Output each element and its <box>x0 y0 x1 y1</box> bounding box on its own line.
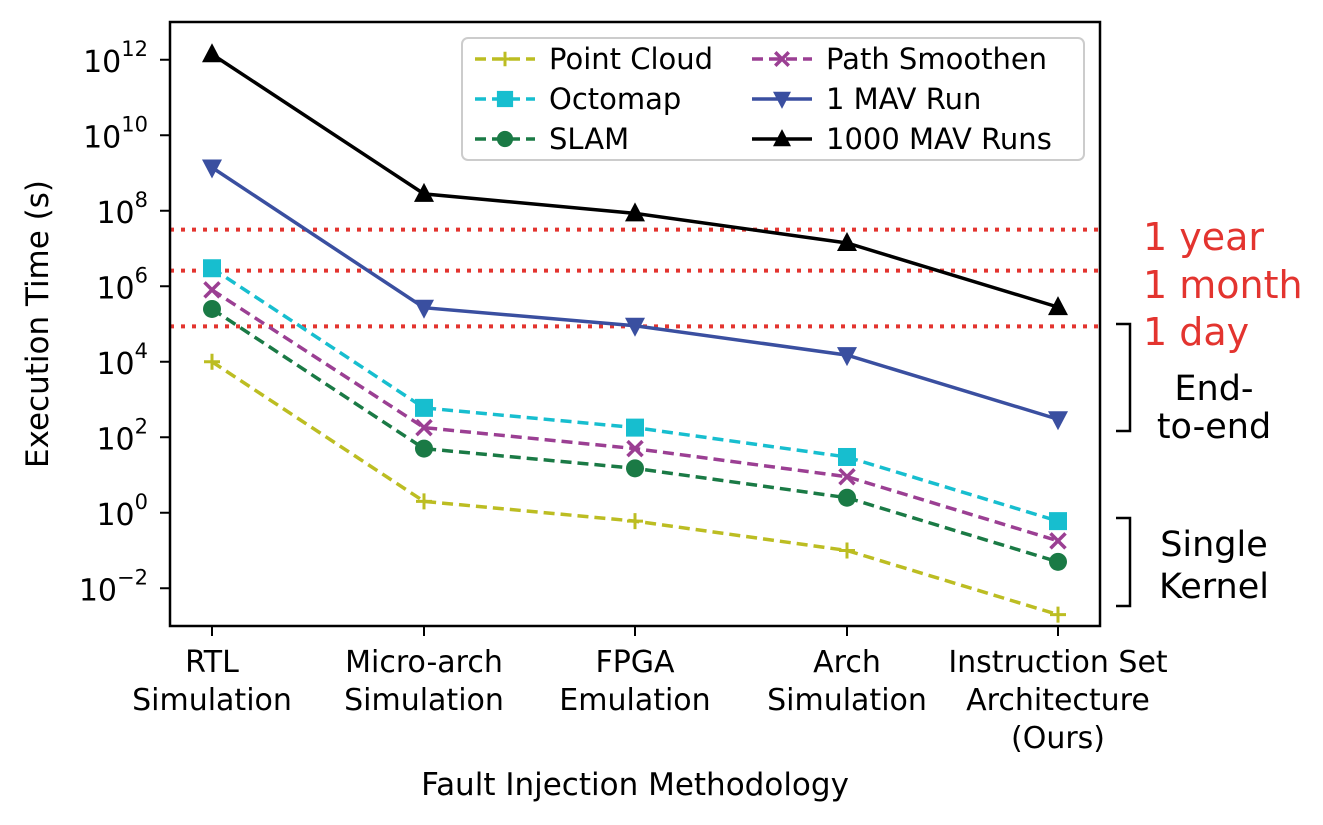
group-label-1-1: Kernel <box>1159 567 1269 607</box>
legend-marker-2 <box>496 130 514 148</box>
data-point-2-1 <box>415 439 433 458</box>
data-point-5-1 <box>414 182 434 202</box>
data-point-5-0 <box>202 43 222 63</box>
x-tick-label-4-2: (Ours) <box>1011 721 1105 756</box>
data-point-5-4 <box>1048 296 1068 316</box>
data-point-4-4 <box>1048 411 1068 431</box>
legend-label-0: Point Cloud <box>549 42 713 76</box>
data-point-3-2 <box>626 439 644 458</box>
reference-label-2: 1 day <box>1143 310 1249 354</box>
legend: Point Cloud Octomap SLAM Path Smoothen 1 MAV… <box>461 37 1085 161</box>
legend-item-2: SLAM <box>475 122 629 156</box>
legend-item-0: Point Cloud <box>475 42 713 76</box>
y-tick-label-7: 1012 <box>83 37 148 80</box>
x-tick-label-0-1: Simulation <box>132 683 292 718</box>
data-point-2-3 <box>838 488 856 507</box>
data-point-3-4 <box>1049 532 1067 550</box>
data-point-3-1 <box>415 418 433 437</box>
x-tick-label-1-0: Micro-arch <box>345 645 503 680</box>
series-1 <box>203 259 1067 531</box>
y-tick-label-2: 102 <box>96 414 148 457</box>
legend-marker-0 <box>497 51 513 67</box>
data-point-5-2 <box>625 202 645 222</box>
data-point-3-3 <box>838 467 856 486</box>
group-bracket-1 <box>1116 516 1132 608</box>
data-point-4-3 <box>837 347 857 367</box>
series-layer <box>202 43 1068 623</box>
group-label-0-1: to-end <box>1157 407 1271 447</box>
x-tick-label-4-0: Instruction Set <box>948 645 1168 680</box>
x-tick-label-2-0: FPGA <box>595 645 675 680</box>
data-point-1-2 <box>626 418 644 437</box>
reference-label-0: 1 year <box>1143 215 1264 259</box>
x-tick-label-3-0: Arch <box>813 645 881 680</box>
x-tick-label-4-1: Architecture <box>966 683 1150 718</box>
legend-item-1: Octomap <box>475 82 681 116</box>
data-point-0-3 <box>839 542 855 559</box>
data-point-1-0 <box>203 259 221 278</box>
y-axis-ticks: 10−2 100 102 104 106 108 1010 1012 <box>79 37 170 608</box>
data-point-3-0 <box>203 281 221 299</box>
x-tick-label-0-0: RTL <box>185 645 239 680</box>
legend-label-2: SLAM <box>549 122 629 156</box>
data-point-2-2 <box>626 459 644 478</box>
y-tick-label-4: 106 <box>96 263 148 306</box>
data-point-2-4 <box>1049 552 1067 571</box>
data-point-2-0 <box>203 299 221 318</box>
legend-label-3: Path Smoothen <box>826 42 1047 76</box>
series-line-0 <box>211 360 1059 617</box>
group-bracket-0 <box>1116 322 1132 433</box>
data-point-0-4 <box>1050 606 1066 623</box>
data-point-4-1 <box>414 299 434 319</box>
y-tick-label-3: 104 <box>96 339 148 382</box>
data-point-1-3 <box>838 447 856 466</box>
series-line-1 <box>211 266 1059 523</box>
x-tick-label-1-1: Simulation <box>344 683 504 718</box>
data-point-4-0 <box>202 159 222 179</box>
series-2 <box>203 299 1067 571</box>
legend-item-5: 1000 MAV Runs <box>752 122 1052 156</box>
legend-item-4: 1 MAV Run <box>752 82 981 116</box>
data-point-0-1 <box>416 493 432 510</box>
x-axis-label: Fault Injection Methodology <box>421 767 849 803</box>
legend-marker-3 <box>774 51 790 67</box>
y-tick-label-0: 10−2 <box>79 565 148 608</box>
group-label-1-0: Single <box>1160 525 1268 565</box>
legend-marker-1 <box>496 90 514 108</box>
data-point-4-2 <box>625 317 645 337</box>
legend-label-4: 1 MAV Run <box>826 82 981 116</box>
y-axis-label: Execution Time (s) <box>20 180 56 468</box>
series-4 <box>202 159 1068 431</box>
legend-marker-4 <box>773 91 791 109</box>
x-tick-label-3-1: Simulation <box>767 683 927 718</box>
y-tick-label-5: 108 <box>96 188 148 231</box>
series-0 <box>204 353 1066 623</box>
x-axis-ticks: RTLSimulationMicro-archSimulationFPGAEmu… <box>132 626 1168 756</box>
series-3 <box>203 281 1067 550</box>
data-point-1-4 <box>1049 512 1067 531</box>
data-point-1-1 <box>415 398 433 417</box>
reference-label-1: 1 month <box>1143 263 1303 307</box>
legend-label-1: Octomap <box>549 82 681 116</box>
group-label-0-0: End- <box>1174 369 1253 409</box>
legend-marker-5 <box>773 129 791 147</box>
x-tick-label-2-1: Emulation <box>559 683 710 718</box>
y-tick-label-1: 100 <box>96 490 148 533</box>
legend-label-5: 1000 MAV Runs <box>826 122 1052 156</box>
data-point-5-3 <box>837 231 857 251</box>
y-tick-label-6: 1010 <box>83 112 148 155</box>
data-point-0-2 <box>627 513 643 530</box>
legend-item-3: Path Smoothen <box>752 42 1047 76</box>
data-point-0-0 <box>204 353 220 370</box>
series-5 <box>202 43 1068 316</box>
